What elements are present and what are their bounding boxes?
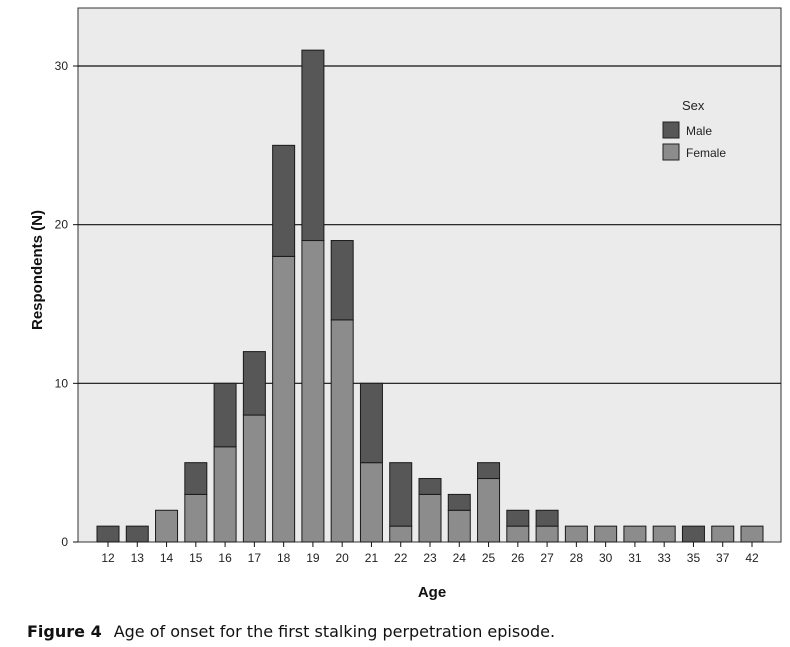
bar-male-13 xyxy=(125,525,149,543)
bar-female-25 xyxy=(477,478,501,543)
legend-swatch-female xyxy=(662,143,680,161)
x-tick-label-18: 18 xyxy=(277,551,291,565)
bar-female-16 xyxy=(213,446,237,543)
legend-title: Sex xyxy=(682,98,705,113)
bar-female-19 xyxy=(301,240,325,543)
bar-male-23 xyxy=(418,478,442,495)
legend-label-male: Male xyxy=(686,124,712,138)
bar-male-19 xyxy=(301,49,325,242)
bar-female-15 xyxy=(184,493,208,543)
figure-caption-text: Age of onset for the first stalking perp… xyxy=(113,622,556,641)
x-tick-label-31: 31 xyxy=(628,551,642,565)
x-axis: 12 13 14 15 16 17 18 19 20 21 22 23 24 25 26 27 28 30 31 33… xyxy=(101,542,759,565)
y-tick-label-10: 10 xyxy=(55,376,69,390)
y-tick-label-30: 30 xyxy=(55,59,69,73)
bar-male-24 xyxy=(447,493,471,511)
x-tick-label-35: 35 xyxy=(687,551,701,565)
x-tick-label-28: 28 xyxy=(570,551,584,565)
x-tick-label-14: 14 xyxy=(160,551,174,565)
bar-female-30 xyxy=(594,525,618,543)
y-axis-label: Respondents (N) xyxy=(29,210,46,330)
y-tick-label-20: 20 xyxy=(55,218,69,232)
bar-male-22 xyxy=(389,462,413,527)
figure-caption: Figure 4 Age of onset for the first stalk… xyxy=(27,622,555,641)
bar-female-14 xyxy=(155,509,179,543)
x-tick-label-16: 16 xyxy=(218,551,232,565)
bar-male-26 xyxy=(506,509,530,527)
y-tick-label-0: 0 xyxy=(61,535,68,549)
x-tick-label-12: 12 xyxy=(101,551,115,565)
bar-male-12 xyxy=(96,525,120,543)
x-tick-label-13: 13 xyxy=(131,551,145,565)
stacked-bar-chart: 0 10 20 30 12 13 14 15 16 17 18 19 20 21 22 23 24 25 26 27… xyxy=(29,7,782,601)
bar-male-20 xyxy=(330,240,354,321)
x-tick-label-19: 19 xyxy=(306,551,320,565)
bar-female-20 xyxy=(330,319,354,543)
bar-male-25 xyxy=(477,462,501,480)
legend-swatch-male xyxy=(662,121,680,139)
legend-label-female: Female xyxy=(686,146,726,160)
bar-male-18 xyxy=(272,144,296,257)
x-tick-label-27: 27 xyxy=(540,551,554,565)
bar-male-15 xyxy=(184,462,208,495)
bar-female-21 xyxy=(359,462,383,543)
x-tick-label-17: 17 xyxy=(248,551,262,565)
figure-label: Figure 4 xyxy=(27,622,102,641)
x-axis-label: Age xyxy=(418,584,446,601)
plot-background xyxy=(77,7,782,543)
bar-male-35 xyxy=(681,525,705,543)
x-tick-label-22: 22 xyxy=(394,551,408,565)
bar-female-37 xyxy=(711,525,735,543)
x-tick-label-15: 15 xyxy=(189,551,203,565)
x-tick-label-20: 20 xyxy=(336,551,350,565)
x-tick-label-25: 25 xyxy=(482,551,496,565)
bar-female-18 xyxy=(272,255,296,543)
y-axis: 0 10 20 30 xyxy=(55,59,78,549)
bar-female-28 xyxy=(564,525,588,543)
bar-female-22 xyxy=(389,525,413,543)
legend: Sex Male Female xyxy=(662,98,726,161)
bar-female-42 xyxy=(740,525,764,543)
x-tick-label-42: 42 xyxy=(745,551,759,565)
x-tick-label-33: 33 xyxy=(658,551,672,565)
bar-female-27 xyxy=(535,525,559,543)
x-tick-label-37: 37 xyxy=(716,551,730,565)
bar-female-24 xyxy=(447,509,471,543)
x-tick-label-24: 24 xyxy=(453,551,467,565)
bar-female-23 xyxy=(418,493,442,543)
bar-male-17 xyxy=(242,351,266,416)
x-tick-label-23: 23 xyxy=(423,551,437,565)
bar-female-26 xyxy=(506,525,530,543)
x-tick-label-21: 21 xyxy=(365,551,379,565)
x-tick-label-26: 26 xyxy=(511,551,525,565)
bar-female-17 xyxy=(242,414,266,543)
bar-female-31 xyxy=(623,525,647,543)
y-gridlines xyxy=(78,65,781,384)
bar-male-21 xyxy=(359,382,383,464)
bar-female-33 xyxy=(652,525,676,543)
x-tick-label-30: 30 xyxy=(599,551,613,565)
bar-male-16 xyxy=(213,382,237,448)
bar-male-27 xyxy=(535,509,559,527)
